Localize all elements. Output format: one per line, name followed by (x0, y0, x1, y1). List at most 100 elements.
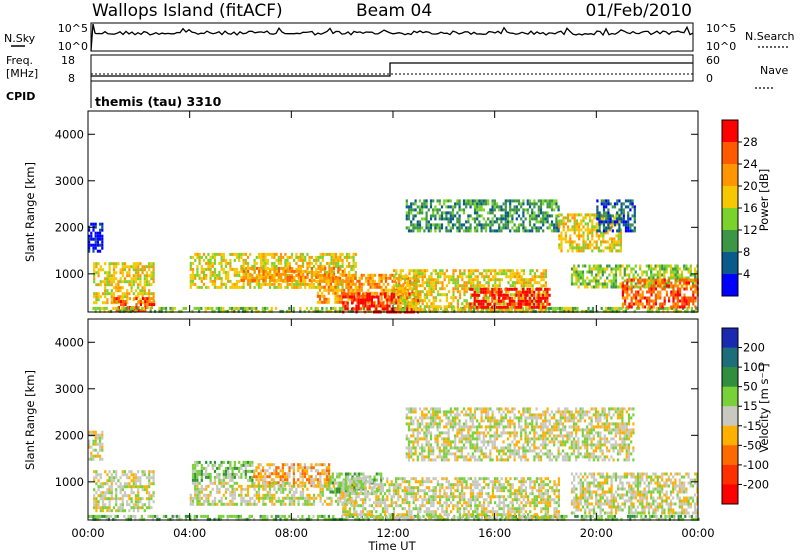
echo-cell (97, 479, 100, 483)
echo-cell (426, 269, 429, 273)
echo-cell (376, 282, 379, 286)
echo-cell (448, 278, 451, 282)
echo-cell (661, 264, 664, 268)
echo-cell (694, 278, 697, 282)
echo-cell (628, 305, 631, 309)
echo-cell (432, 269, 435, 273)
echo-cell (582, 219, 585, 223)
echo-cell (441, 284, 444, 288)
echo-cell (571, 213, 574, 217)
echo-cell (137, 479, 140, 483)
echo-cell (652, 284, 655, 288)
echo-cell (281, 463, 284, 467)
echo-cell (456, 284, 459, 288)
echo-cell (492, 269, 495, 273)
echo-cell (189, 267, 192, 271)
echo-cell (275, 475, 278, 479)
echo-cell (407, 517, 410, 521)
echo-cell (377, 304, 380, 308)
echo-cell (99, 485, 102, 489)
echo-cell (436, 199, 439, 203)
echo-cell (292, 478, 295, 482)
echo-cell (132, 509, 135, 513)
echo-cell (240, 278, 243, 282)
echo-cell (511, 296, 514, 300)
echo-cell (93, 479, 96, 483)
echo-cell (657, 293, 660, 297)
echo-cell (633, 226, 636, 230)
echo-cell (517, 305, 520, 309)
echo-cell (525, 305, 528, 309)
echo-cell (456, 299, 459, 303)
echo-cell (621, 281, 624, 285)
echo-cell (115, 271, 118, 275)
echo-cell (490, 309, 493, 313)
echo-cell (677, 517, 680, 521)
echo-cell (478, 290, 481, 294)
echo-cell (580, 246, 583, 250)
echo-cell (405, 205, 408, 209)
echo-cell (301, 258, 305, 262)
echo-cell (415, 287, 418, 291)
echo-cell (542, 229, 545, 233)
echo-cell (514, 296, 517, 300)
echo-cell (469, 214, 472, 218)
echo-cell (430, 272, 433, 276)
echo-cell (536, 517, 539, 521)
echo-cell (385, 514, 388, 518)
echo-cell (200, 270, 203, 274)
echo-cell (198, 460, 201, 464)
echo-cell (452, 305, 455, 309)
echo-cell (319, 264, 322, 268)
echo-cell (351, 273, 355, 277)
echo-cell (342, 292, 345, 296)
echo-cell (511, 284, 514, 288)
echo-cell (511, 299, 514, 303)
echo-cell (581, 279, 585, 283)
echo-cell (602, 226, 606, 230)
echo-cell (596, 517, 599, 521)
echo-cell (398, 279, 401, 283)
echo-cell (614, 285, 618, 289)
echo-cell (516, 302, 519, 306)
echo-cell (348, 261, 351, 265)
echo-cell (231, 472, 234, 476)
echo-cell (101, 240, 104, 244)
echo-cell (126, 280, 129, 284)
echo-cell (399, 275, 402, 279)
echo-cell (687, 299, 690, 303)
echo-cell (586, 246, 589, 250)
echo-cell (200, 469, 203, 473)
echo-cell (483, 269, 486, 273)
echo-cell (250, 306, 253, 310)
echo-cell (524, 296, 527, 300)
echo-cell (624, 229, 628, 233)
echo-cell (475, 299, 478, 303)
echo-cell (343, 273, 346, 277)
echo-cell (258, 272, 261, 276)
echo-cell (540, 272, 543, 276)
echo-cell (224, 273, 228, 277)
echo-cell (580, 309, 583, 313)
echo-cell (104, 503, 107, 507)
echo-cell (351, 301, 354, 305)
echo-cell (95, 500, 98, 504)
echo-cell (626, 278, 629, 282)
echo-cell (349, 309, 352, 313)
echo-cell (229, 264, 232, 268)
echo-cell (240, 252, 243, 256)
echo-cell (670, 290, 673, 294)
echo-cell (202, 472, 206, 476)
echo-cell (447, 229, 450, 233)
echo-cell (504, 293, 507, 297)
echo-cell (218, 475, 221, 479)
echo-cell (92, 448, 95, 452)
echo-cell (194, 466, 197, 470)
echo-cell (410, 202, 413, 206)
echo-cell (569, 213, 572, 217)
echo-cell (308, 261, 311, 265)
echo-cell (301, 255, 305, 259)
echo-cell (596, 211, 599, 215)
echo-cell (315, 270, 318, 274)
echo-cell (533, 305, 536, 309)
